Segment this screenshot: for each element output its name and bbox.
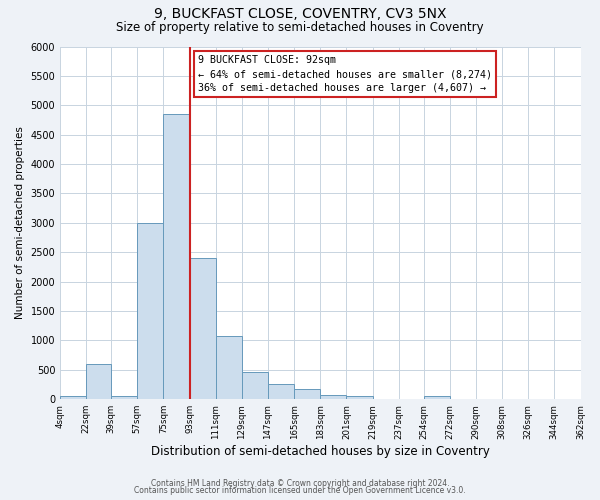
Bar (111, 396, 137, 399)
Bar (268, 384, 294, 399)
Bar (86, 364, 111, 399)
Bar (137, 223, 163, 399)
Bar (424, 396, 449, 399)
Text: Contains HM Land Registry data © Crown copyright and database right 2024.: Contains HM Land Registry data © Crown c… (151, 478, 449, 488)
Text: 9 BUCKFAST CLOSE: 92sqm
← 64% of semi-detached houses are smaller (8,274)
36% of: 9 BUCKFAST CLOSE: 92sqm ← 64% of semi-de… (198, 56, 492, 94)
Y-axis label: Number of semi-detached properties: Number of semi-detached properties (15, 126, 25, 320)
Bar (60, 396, 86, 399)
Bar (320, 394, 346, 399)
Bar (294, 389, 320, 399)
Bar (346, 396, 373, 399)
Bar (242, 372, 268, 399)
Bar (163, 114, 190, 399)
Text: Size of property relative to semi-detached houses in Coventry: Size of property relative to semi-detach… (116, 21, 484, 34)
Bar (215, 336, 242, 399)
X-axis label: Distribution of semi-detached houses by size in Coventry: Distribution of semi-detached houses by … (151, 444, 490, 458)
Bar (190, 258, 215, 399)
Text: Contains public sector information licensed under the Open Government Licence v3: Contains public sector information licen… (134, 486, 466, 495)
Text: 9, BUCKFAST CLOSE, COVENTRY, CV3 5NX: 9, BUCKFAST CLOSE, COVENTRY, CV3 5NX (154, 8, 446, 22)
